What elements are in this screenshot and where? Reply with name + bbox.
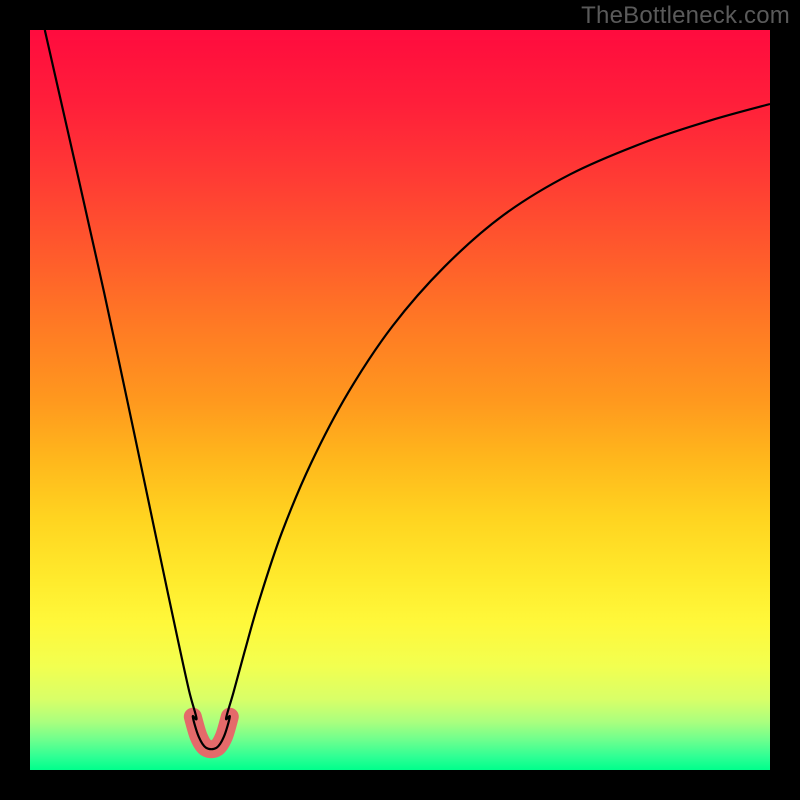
watermark-text: TheBottleneck.com bbox=[581, 2, 790, 30]
plot-area bbox=[30, 30, 770, 770]
stage: TheBottleneck.com bbox=[0, 0, 800, 800]
chart-svg bbox=[0, 0, 800, 800]
